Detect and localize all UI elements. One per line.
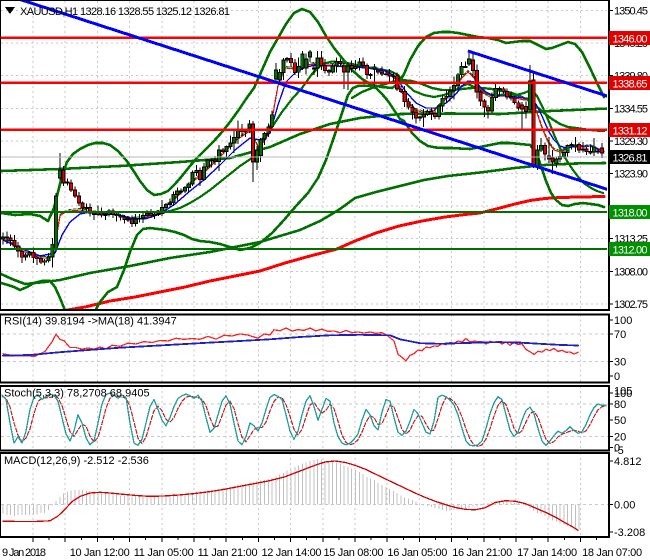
svg-text:9 Jan 2018: 9 Jan 2018 bbox=[2, 547, 46, 559]
svg-text:1312.00: 1312.00 bbox=[613, 245, 648, 257]
svg-text:0.00: 0.00 bbox=[614, 500, 635, 512]
svg-text:17 Jan 14:00: 17 Jan 14:00 bbox=[517, 547, 577, 559]
svg-text:100: 100 bbox=[614, 388, 632, 400]
svg-text:1331.12: 1331.12 bbox=[613, 125, 648, 137]
svg-text:1323.90: 1323.90 bbox=[614, 169, 648, 181]
svg-text:30: 30 bbox=[614, 357, 626, 369]
svg-text:50: 50 bbox=[614, 415, 626, 427]
svg-text:0: 0 bbox=[614, 443, 620, 455]
svg-text:16 Jan 21:00: 16 Jan 21:00 bbox=[452, 547, 512, 559]
svg-text:XAUUSD,H1 1328.16 1328.55 132: XAUUSD,H1 1328.16 1328.55 1325.12 1326.8… bbox=[20, 6, 230, 18]
svg-text:12 Jan 14:00: 12 Jan 14:00 bbox=[262, 547, 322, 559]
svg-text:70: 70 bbox=[614, 329, 626, 341]
svg-text:18 Jan 07:00: 18 Jan 07:00 bbox=[582, 547, 642, 559]
svg-text:16 Jan 05:00: 16 Jan 05:00 bbox=[387, 547, 447, 559]
svg-text:11 Jan 05:00: 11 Jan 05:00 bbox=[134, 547, 194, 559]
svg-text:20: 20 bbox=[614, 432, 626, 444]
svg-text:1302.75: 1302.75 bbox=[614, 299, 648, 311]
svg-text:Stoch(5,3,3) 78,2708 68.9405: Stoch(5,3,3) 78,2708 68.9405 bbox=[4, 388, 150, 400]
svg-text:1308.00: 1308.00 bbox=[614, 266, 648, 278]
svg-text:1346.00: 1346.00 bbox=[613, 33, 648, 45]
svg-text:1334.55: 1334.55 bbox=[614, 103, 648, 115]
svg-text:1318.00: 1318.00 bbox=[613, 208, 648, 220]
svg-text:15 Jan 08:00: 15 Jan 08:00 bbox=[324, 547, 384, 559]
svg-text:80: 80 bbox=[614, 399, 626, 411]
svg-text:-5: -5 bbox=[614, 445, 624, 457]
svg-text:1326.81: 1326.81 bbox=[613, 153, 648, 165]
svg-text:4.812: 4.812 bbox=[614, 456, 642, 468]
svg-text:11 Jan 21:00: 11 Jan 21:00 bbox=[198, 547, 258, 559]
svg-text:10 Jan 12:00: 10 Jan 12:00 bbox=[70, 547, 130, 559]
svg-text:0: 0 bbox=[614, 371, 620, 383]
svg-text:-3.208: -3.208 bbox=[614, 527, 645, 539]
svg-text:105: 105 bbox=[614, 385, 632, 397]
svg-text:1329.30: 1329.30 bbox=[614, 136, 648, 148]
svg-text:MACD(12,26,9) -2.512 -2.536: MACD(12,26,9) -2.512 -2.536 bbox=[4, 455, 149, 467]
svg-text:1350.45: 1350.45 bbox=[614, 6, 648, 18]
svg-text:1338.65: 1338.65 bbox=[613, 78, 648, 90]
svg-text:100: 100 bbox=[614, 315, 632, 327]
svg-text:RSI(14) 39.8194 ->MA(18) 41.3: RSI(14) 39.8194 ->MA(18) 41.3947 bbox=[4, 316, 177, 328]
